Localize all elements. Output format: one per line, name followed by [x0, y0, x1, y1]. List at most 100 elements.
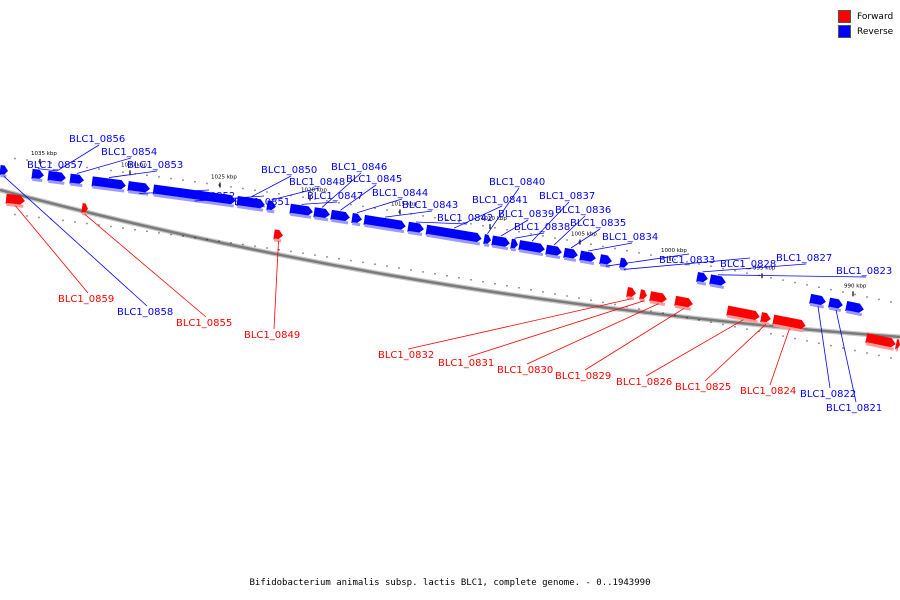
- gene-arrow-shadow: [726, 314, 758, 324]
- gene-arrow-blc1-0828[interactable]: [619, 257, 629, 271]
- gene-arrow-blc1-0824[interactable]: [772, 314, 807, 333]
- gene-arrow-blc1-0857[interactable]: [31, 168, 44, 183]
- gene-arrow-shadow: [809, 302, 825, 309]
- gene-arrow-blc1-0846[interactable]: [313, 207, 331, 222]
- gene-label: BLC1_0828: [720, 259, 776, 270]
- gene-arrow-shadow: [865, 342, 894, 351]
- gene-arrow-shadow: [895, 348, 899, 352]
- scale-tick-label: 1015 kbp: [391, 201, 417, 207]
- legend-item-reverse: Reverse: [838, 24, 893, 39]
- gene-arrow-blc1-0847[interactable]: [289, 203, 314, 219]
- gene-leader-line: [271, 187, 320, 201]
- gene-arrow-shadow: [845, 310, 863, 317]
- gene-arrow-blc1-0852[interactable]: [127, 181, 150, 196]
- scale-tick-label: 1000 kbp: [661, 248, 687, 254]
- gene-arrow-blc1-0853[interactable]: [91, 176, 126, 193]
- gene-arrow-shadow: [407, 230, 423, 237]
- gene-arrow-shadow: [828, 306, 842, 312]
- gene-arrow-blc1-0858[interactable]: [0, 165, 9, 178]
- gene-arrow-blc1-0837[interactable]: [518, 240, 546, 257]
- gene-arrow-blc1-0851[interactable]: [152, 184, 236, 208]
- gene-arrow-shape: [639, 289, 647, 300]
- gene-arrow-shape: [649, 291, 667, 304]
- gene-arrow-blc1-0833[interactable]: [599, 254, 613, 268]
- gene-arrow-shape: [313, 207, 330, 219]
- gene-label: BLC1_0856: [69, 134, 125, 145]
- gene-arrow-blc1-0859[interactable]: [5, 193, 25, 208]
- gene-arrow-unlabeled[interactable]: [895, 339, 900, 352]
- gene-label: BLC1_0822: [800, 389, 856, 400]
- gene-arrow-blc1-0849[interactable]: [273, 229, 284, 243]
- gene-arrow-shadow: [491, 244, 509, 251]
- gene-arrow-shape: [845, 301, 864, 314]
- gene-arrow-blc1-0827[interactable]: [696, 271, 709, 286]
- gene-arrow-shadow: [0, 174, 7, 178]
- gene-arrow-blc1-0840[interactable]: [483, 234, 492, 248]
- gene-arrow-blc1-0838[interactable]: [510, 238, 519, 252]
- gene-arrow-blc1-0856[interactable]: [47, 170, 66, 185]
- gene-arrow-shape: [510, 238, 518, 250]
- gene-leader-line: [817, 306, 831, 389]
- gene-arrow-shape: [563, 247, 578, 260]
- gene-arrow-shape: [809, 293, 826, 306]
- gene-leader-line: [384, 210, 433, 218]
- gene-arrow-blc1-0834[interactable]: [579, 250, 597, 266]
- gene-arrow-shadow: [510, 247, 517, 252]
- gene-arrow-shadow: [545, 253, 561, 260]
- gene-arrow-shadow: [483, 243, 490, 248]
- gene-arrow-blc1-0842[interactable]: [407, 221, 425, 237]
- gene-leader-line: [356, 198, 403, 214]
- gene-arrow-blc1-0829[interactable]: [674, 295, 694, 311]
- gene-arrow-shape: [0, 165, 8, 176]
- gene-leader-line: [250, 175, 292, 198]
- gene-arrow-shadow: [128, 190, 149, 196]
- gene-label: BLC1_0859: [58, 294, 114, 305]
- gene-label: BLC1_0840: [489, 177, 545, 188]
- gene-arrow-blc1-0836[interactable]: [545, 244, 563, 260]
- gene-arrow-blc1-0831[interactable]: [639, 289, 648, 303]
- gene-leader-line: [56, 144, 100, 172]
- legend-label-forward: Forward: [857, 11, 894, 22]
- gene-arrow-blc1-0848[interactable]: [266, 200, 277, 214]
- gene-arrow-shadow: [426, 233, 480, 246]
- gene-arrow-blc1-0825[interactable]: [760, 312, 772, 326]
- gene-arrow-unlabeled[interactable]: [865, 333, 897, 351]
- gene-arrow-shadow: [331, 218, 349, 225]
- gene-arrow-blc1-0841[interactable]: [425, 224, 482, 246]
- gene-label: BLC1_0838: [514, 222, 570, 233]
- gene-arrow-blc1-0830[interactable]: [649, 291, 668, 306]
- gene-arrow-blc1-0843[interactable]: [363, 214, 406, 234]
- gene-leader-line: [623, 257, 751, 270]
- gene-arrow-blc1-0823[interactable]: [709, 274, 727, 290]
- gene-leader-line: [3, 176, 148, 307]
- gene-arrow-blc1-0839[interactable]: [491, 235, 511, 251]
- gene-arrow-blc1-0845[interactable]: [330, 209, 351, 225]
- gene-arrow-shadow: [237, 205, 264, 212]
- gene-label: BLC1_0848: [289, 177, 345, 188]
- gene-arrow-shadow: [274, 238, 282, 243]
- gene-arrow-shape: [619, 257, 628, 269]
- scale-tick-label: 1020 kbp: [301, 188, 327, 194]
- gene-leader-line: [76, 157, 132, 174]
- gene-leader-line: [702, 263, 807, 273]
- forward-swatch: [838, 10, 851, 23]
- gene-label: BLC1_0824: [740, 386, 796, 397]
- gene-arrow-shape: [895, 339, 900, 350]
- gene-label: BLC1_0842: [437, 213, 493, 224]
- gene-arrow-shape: [599, 254, 612, 266]
- gene-arrow-blc1-0854[interactable]: [69, 173, 84, 188]
- gene-arrow-blc1-0844[interactable]: [351, 213, 363, 227]
- gene-arrow-blc1-0822[interactable]: [809, 293, 827, 309]
- gene-arrow-shape: [483, 234, 491, 245]
- gene-arrow-blc1-0821[interactable]: [828, 297, 844, 313]
- gene-leader-line: [487, 187, 520, 234]
- gene-arrow-blc1-0850[interactable]: [236, 196, 265, 212]
- gene-label: BLC1_0833: [659, 255, 715, 266]
- gene-arrow-unlabeled[interactable]: [845, 301, 865, 317]
- gene-arrow-blc1-0835[interactable]: [563, 247, 579, 262]
- gene-label: BLC1_0825: [675, 382, 731, 393]
- gene-arrow-shape: [491, 235, 510, 248]
- gene-arrow-shape: [31, 168, 44, 180]
- gene-arrow-blc1-0826[interactable]: [726, 305, 761, 324]
